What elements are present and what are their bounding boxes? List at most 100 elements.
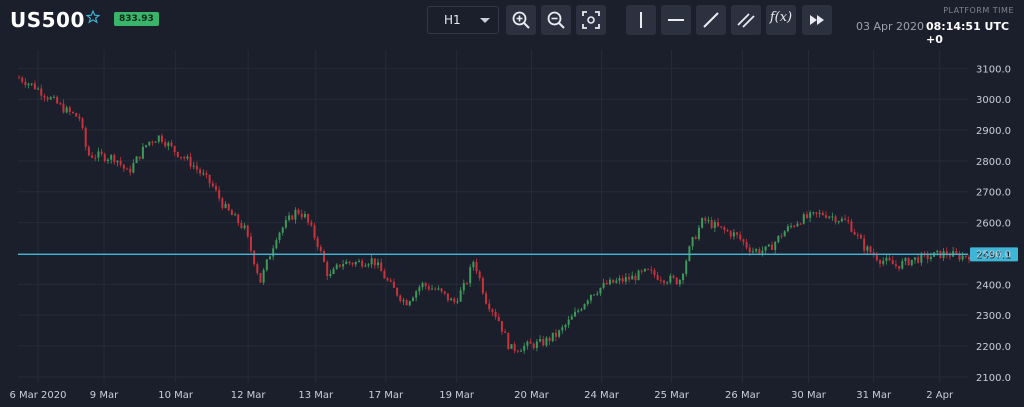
candle-body [75, 113, 78, 117]
candle-body [386, 278, 389, 281]
candle-body [278, 232, 281, 241]
candle-body [650, 269, 653, 271]
candle-body [84, 128, 87, 147]
zoom-out-button[interactable] [541, 5, 571, 35]
candle-body [850, 221, 853, 232]
fast-forward-button[interactable] [802, 5, 832, 35]
candle-body [338, 264, 341, 267]
horizontal-line-button[interactable] [661, 5, 691, 35]
x-tick-label: 12 Mar [231, 390, 267, 401]
candle-body [834, 216, 837, 223]
vertical-line-button[interactable] [626, 5, 656, 35]
timeframe-select[interactable]: H1 [427, 6, 499, 34]
fit-screen-button[interactable] [576, 5, 606, 35]
candle-body [440, 288, 443, 292]
candle-body [224, 203, 227, 208]
candle-body [790, 225, 793, 227]
candle-body [682, 273, 685, 280]
y-tick-label: 3100.0 [976, 64, 1011, 75]
vertical-line-icon [640, 12, 642, 28]
candle-body [52, 96, 55, 98]
candle-body [704, 218, 707, 221]
candle-body [116, 160, 119, 163]
trend-line-button[interactable] [696, 5, 726, 35]
candle-body [755, 249, 758, 252]
candle-body [882, 260, 885, 264]
candle-body [685, 260, 688, 274]
chevron-down-icon [480, 18, 490, 23]
candle-body [875, 255, 878, 261]
candle-body [33, 83, 36, 90]
candle-body [141, 146, 144, 159]
candle-body [955, 251, 958, 254]
x-tick-label: 6 Mar 2020 [9, 390, 66, 401]
candle-body [148, 141, 151, 146]
candle-body [675, 277, 678, 285]
candle-body [554, 332, 557, 337]
star-icon[interactable] [86, 10, 100, 24]
candle-body [551, 332, 554, 342]
candle-body [56, 96, 59, 104]
platform-time-label: PLATFORM TIME [943, 6, 1014, 15]
candle-body [87, 146, 90, 156]
candle-body [647, 268, 650, 270]
candle-body [532, 343, 535, 348]
candle-body [288, 215, 291, 220]
candle-body [469, 267, 472, 284]
parallel-channel-button[interactable] [731, 5, 761, 35]
candle-body [195, 165, 198, 170]
candle-body [586, 300, 589, 305]
candle-body [329, 273, 332, 277]
candle-body [431, 288, 434, 290]
candle-body [132, 163, 135, 173]
candle-body [805, 214, 808, 218]
candle-body [434, 288, 437, 290]
candle-body [332, 268, 335, 274]
candle-body [106, 159, 109, 162]
x-tick-label: 19 Mar [439, 390, 475, 401]
candle-body [291, 215, 294, 220]
candle-body [405, 300, 408, 306]
candle-body [659, 279, 662, 281]
candle-body [526, 341, 529, 346]
candle-body [726, 229, 729, 232]
candle-body [402, 300, 405, 302]
candle-body [46, 97, 49, 100]
candle-body [904, 258, 907, 262]
trend-line-icon [703, 12, 719, 28]
candle-body [751, 251, 754, 253]
candle-body [160, 135, 163, 142]
candle-body [265, 259, 268, 270]
horizontal-line-icon [668, 19, 684, 21]
candle-body [691, 237, 694, 247]
candle-body [62, 103, 65, 113]
candle-body [764, 246, 767, 251]
y-tick-label: 2800.0 [976, 157, 1011, 168]
zoom-in-button[interactable] [506, 5, 536, 35]
y-tick-label: 2900.0 [976, 126, 1011, 137]
candle-body [577, 310, 580, 312]
candle-body [634, 275, 637, 281]
candle-body [269, 256, 272, 260]
candle-body [844, 218, 847, 221]
candle-body [701, 218, 704, 228]
y-tick-label: 2500.0 [976, 249, 1011, 260]
candle-body [968, 256, 970, 260]
candle-body [513, 344, 516, 351]
candle-body [615, 280, 618, 283]
candle-body [859, 235, 862, 239]
x-tick-label: 9 Mar [90, 390, 119, 401]
indicators-button[interactable]: f(x) [766, 5, 796, 35]
zoom-out-icon [547, 11, 565, 29]
candle-body [97, 151, 100, 158]
candle-body [246, 225, 249, 237]
candle-body [103, 153, 106, 162]
candle-body [364, 265, 367, 267]
candle-body [272, 248, 275, 257]
candle-body [411, 297, 414, 302]
candle-body [840, 218, 843, 222]
timeframe-label: H1 [444, 13, 461, 27]
candle-body [828, 216, 831, 218]
candle-body [192, 165, 195, 167]
